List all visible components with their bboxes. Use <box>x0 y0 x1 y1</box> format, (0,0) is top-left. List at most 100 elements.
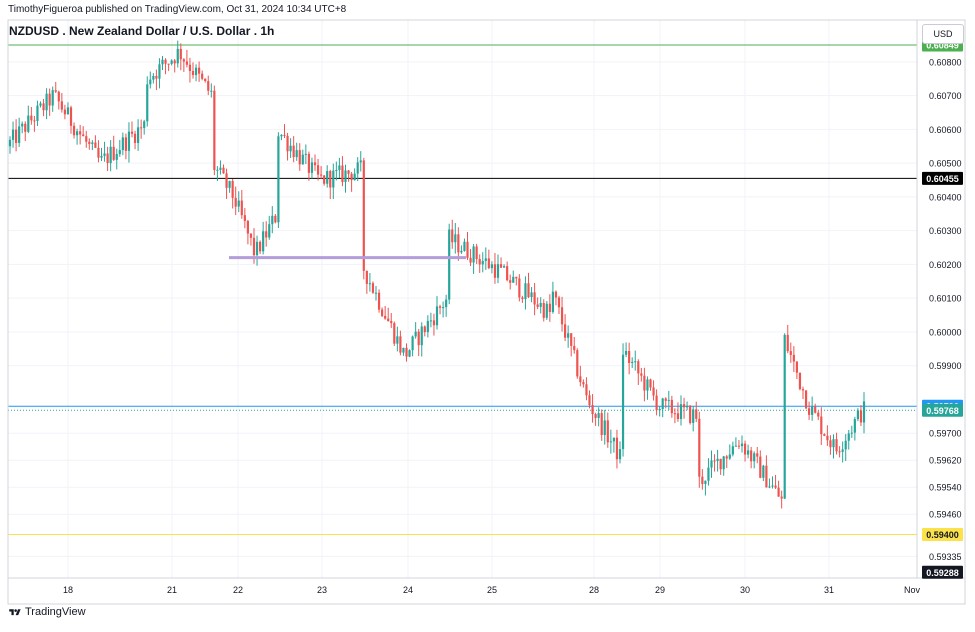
candle-up <box>445 299 448 308</box>
currency-button[interactable]: USD <box>922 24 964 44</box>
candle-up <box>612 437 615 442</box>
candle-down <box>643 375 646 391</box>
candle-up <box>762 465 765 478</box>
candle-down <box>274 215 277 223</box>
candle-up <box>396 336 399 344</box>
candle-up <box>625 350 628 355</box>
candle-down <box>185 61 188 65</box>
candle-up <box>850 432 853 434</box>
last-price-label: 0.59768 <box>926 406 959 416</box>
candle-down <box>97 147 100 158</box>
candle-down <box>292 145 295 158</box>
candle-down <box>838 451 841 453</box>
price-tick-label: 0.59700 <box>929 429 962 439</box>
candle-up <box>143 121 146 128</box>
candle-down <box>94 142 97 148</box>
candle-down <box>417 331 420 346</box>
price-tick-label: 0.60700 <box>929 91 962 101</box>
chart-title: NZDUSD . New Zealand Dollar / U.S. Dolla… <box>9 24 275 38</box>
horizontal-lines <box>8 44 917 535</box>
candle-down <box>225 173 228 188</box>
price-tick-label: 0.59620 <box>929 456 962 466</box>
candle-up <box>210 90 213 92</box>
candle-down <box>88 141 91 144</box>
candle-up <box>853 419 856 433</box>
candle-up <box>158 64 161 79</box>
candle-up <box>344 170 347 182</box>
candle-down <box>377 292 381 310</box>
candle-down <box>698 418 701 477</box>
time-tick-label: 30 <box>740 585 750 595</box>
candle-down <box>234 197 237 207</box>
candle-up <box>609 441 612 443</box>
candle-down <box>576 350 579 377</box>
candle-up <box>524 283 527 300</box>
candle-down <box>399 336 402 353</box>
candle-up <box>335 170 338 172</box>
candle-down <box>777 487 780 497</box>
candle-up <box>332 170 335 188</box>
candle-down <box>756 453 759 457</box>
candle-down <box>350 173 353 181</box>
time-tick-label: 22 <box>233 585 243 595</box>
candle-down <box>533 292 536 305</box>
candle-up <box>45 93 48 111</box>
candle-down <box>347 170 350 174</box>
time-axis[interactable]: 18 21 22 23 24 25 28 29 30 31 Nov <box>63 585 921 595</box>
candle-up <box>472 246 475 263</box>
candle-up <box>710 460 713 468</box>
candle-up <box>621 354 625 450</box>
tradingview-logo-icon <box>9 608 21 615</box>
candle-up <box>277 136 280 223</box>
time-tick-label: 25 <box>487 585 497 595</box>
candle-down <box>792 354 795 362</box>
candle-down <box>670 399 673 414</box>
candle-down <box>63 109 66 115</box>
candle-up <box>194 67 198 76</box>
candle-up <box>551 291 554 312</box>
candle-down <box>182 59 185 62</box>
candle-down <box>207 81 210 91</box>
price-axis[interactable]: 0.60800 0.60700 0.60600 0.60500 0.60400 0.603… <box>929 57 962 562</box>
candle-up <box>841 449 844 452</box>
candle-up <box>771 485 774 487</box>
candle-down <box>316 165 320 175</box>
candle-up <box>503 266 506 268</box>
candle-down <box>615 437 619 460</box>
candle-up <box>716 458 719 462</box>
candle-up <box>338 165 341 171</box>
candle-down <box>478 258 481 265</box>
candle-up <box>747 450 750 455</box>
candle-down <box>164 59 167 64</box>
candle-up <box>658 409 661 411</box>
price-tick-label: 0.60200 <box>929 260 962 270</box>
publish-info: TimothyFigueroa published on TradingView… <box>8 4 347 15</box>
time-tick-label: 18 <box>63 585 73 595</box>
price-tick-label: 0.60800 <box>929 57 962 67</box>
candle-up <box>310 162 314 173</box>
candle-up <box>170 60 173 64</box>
candle-down <box>713 460 716 462</box>
tradingview-logo[interactable]: TradingView <box>8 606 86 618</box>
price-tick-label: 0.60400 <box>929 192 962 202</box>
candle-up <box>545 303 548 318</box>
candle-down <box>246 220 249 234</box>
candle-down <box>466 241 469 258</box>
candle-down <box>695 409 698 419</box>
candle-up <box>18 126 21 143</box>
candle-up <box>512 276 515 283</box>
candle-down <box>15 129 18 143</box>
candle-down <box>823 434 826 436</box>
candle-down <box>527 283 530 298</box>
candle-up <box>460 250 463 253</box>
low-price-label-bg <box>922 565 963 579</box>
candle-up <box>490 264 493 269</box>
candle-down <box>521 297 524 300</box>
candle-up <box>353 173 356 181</box>
candle-up <box>753 453 756 462</box>
candle-up <box>768 486 771 488</box>
candle-down <box>542 303 545 318</box>
candle-down <box>817 412 820 417</box>
candle-down <box>682 404 686 408</box>
